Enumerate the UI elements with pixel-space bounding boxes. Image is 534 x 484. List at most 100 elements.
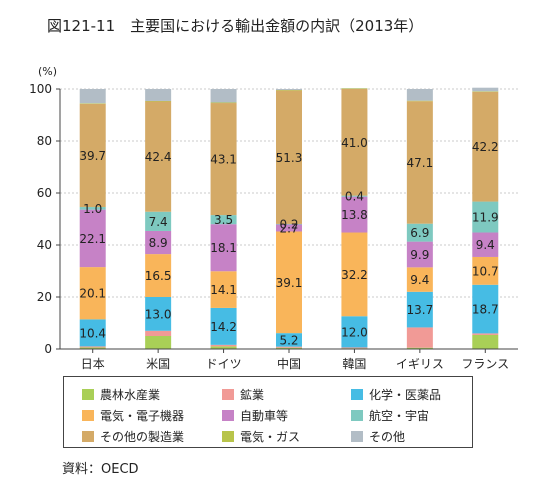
bar-segment-6-5 — [472, 201, 499, 233]
data-label-6-2: 18.7 — [472, 303, 499, 317]
legend-item-1: 鉱業 — [222, 386, 264, 403]
bar-segment-2-1 — [210, 344, 237, 347]
legend-swatch-5 — [351, 410, 363, 421]
bar-segment-5-1 — [406, 327, 433, 348]
bar-segment-1-4 — [145, 230, 172, 255]
bar-segment-3-2 — [276, 333, 302, 347]
data-label-4-4: 13.8 — [341, 208, 368, 222]
bar-segment-4-1 — [341, 347, 368, 349]
bar-segment-0-3 — [79, 267, 106, 320]
legend-item-6: その他の製造業 — [82, 428, 184, 445]
data-label-2-2: 14.2 — [210, 320, 237, 334]
bar-segment-2-4 — [210, 224, 237, 272]
data-label-3-6: 51.3 — [276, 151, 303, 165]
data-label-0-5: 1.0 — [83, 202, 102, 216]
data-label-6-3: 10.7 — [472, 264, 499, 278]
legend-swatch-7 — [222, 431, 234, 442]
data-label-0-3: 20.1 — [79, 287, 106, 301]
bar-segment-5-4 — [406, 241, 433, 268]
legend-label-5: 航空・宇宙 — [369, 409, 430, 423]
y-axis-unit: (%) — [38, 65, 57, 78]
legend-swatch-0 — [82, 389, 94, 400]
bar-segment-2-3 — [210, 271, 237, 308]
bar-segment-4-4 — [341, 196, 368, 233]
legend-swatch-1 — [222, 389, 234, 400]
data-label-3-3: 39.1 — [276, 276, 303, 290]
data-label-4-2: 12.0 — [341, 325, 368, 339]
data-label-0-6: 39.7 — [79, 149, 106, 163]
data-label-3-5: 0.2 — [279, 218, 298, 232]
bar-segment-3-6 — [276, 90, 302, 224]
data-label-6-4: 9.4 — [476, 238, 495, 252]
data-label-4-3: 32.2 — [341, 268, 368, 282]
bar-segment-4-6 — [341, 89, 368, 196]
bar-segment-0-5 — [79, 207, 106, 210]
bar-segment-2-2 — [210, 307, 237, 345]
bar-segment-6-0 — [472, 334, 499, 349]
x-tick-label-4: 韓国 — [342, 357, 366, 371]
bar-segment-6-7 — [472, 91, 499, 92]
bar-segment-5-0 — [406, 347, 433, 349]
bar-segment-0-7 — [79, 103, 106, 104]
bar-segment-1-3 — [145, 254, 172, 297]
x-tick-label-3: 中国 — [277, 356, 301, 371]
data-label-5-2: 13.7 — [406, 303, 433, 317]
bar-segment-0-6 — [79, 103, 106, 208]
data-label-2-5: 3.5 — [214, 213, 233, 227]
bar-segment-1-0 — [145, 336, 172, 349]
bar-segment-1-5 — [145, 211, 172, 231]
legend-swatch-3 — [82, 410, 94, 421]
bar-segment-2-5 — [210, 215, 237, 225]
data-label-6-5: 11.9 — [472, 211, 499, 225]
legend-label-7: 電気・ガス — [240, 430, 301, 444]
bar-segment-3-4 — [276, 224, 302, 232]
legend-label-6: その他の製造業 — [100, 430, 185, 444]
bar-segment-3-7 — [276, 90, 302, 91]
bar-segment-2-8 — [210, 89, 237, 103]
bar-segment-2-0 — [210, 346, 237, 349]
bar-segment-6-4 — [472, 232, 499, 257]
data-label-1-5: 7.4 — [149, 215, 168, 229]
legend-swatch-8 — [351, 431, 363, 442]
x-tick-label-1: 米国 — [146, 357, 170, 371]
legend: 農林水産業 鉱業 化学・医薬品 電気・電子機器 自動車等 航空・宇宙 その他の製造業 電気・ガ… — [63, 376, 473, 448]
bar-segment-3-1 — [276, 346, 302, 348]
y-tick-label-20: 20 — [37, 290, 52, 304]
data-label-0-2: 10.4 — [79, 326, 106, 340]
stacked-bar-chart: 10.4 20.1 22.1 1.0 39.7 13.0 16.5 8.9 7.4 42.4 14.… — [29, 65, 518, 371]
legend-item-2: 化学・医薬品 — [351, 386, 441, 403]
bar-segment-4-2 — [341, 316, 368, 348]
bar-segment-6-8 — [472, 87, 499, 92]
bar-segment-3-3 — [276, 231, 302, 334]
legend-swatch-6 — [82, 431, 94, 442]
bar-segment-3-0 — [276, 347, 302, 349]
data-label-1-2: 13.0 — [145, 307, 172, 321]
data-label-3-2: 5.2 — [279, 333, 298, 347]
legend-item-5: 航空・宇宙 — [351, 407, 429, 424]
data-label-1-4: 8.9 — [149, 236, 168, 250]
data-label-0-4: 22.1 — [79, 232, 106, 246]
legend-label-8: その他 — [369, 430, 406, 444]
bar-segment-1-8 — [145, 89, 172, 101]
bar-segment-0-2 — [79, 319, 106, 347]
legend-label-0: 農林水産業 — [100, 388, 161, 402]
bar-segment-2-6 — [210, 103, 237, 216]
bar-segment-3-8 — [276, 89, 302, 91]
x-tick-label-6: フランス — [461, 357, 509, 371]
legend-swatch-2 — [351, 389, 363, 400]
bar-segment-0-4 — [79, 209, 106, 268]
data-label-1-3: 16.5 — [145, 269, 172, 283]
bar-segment-1-7 — [145, 100, 172, 102]
data-label-5-5: 6.9 — [410, 226, 429, 240]
legend-item-7: 電気・ガス — [222, 428, 300, 445]
x-tick-label-2: ドイツ — [206, 357, 242, 371]
data-label-2-3: 14.1 — [210, 283, 237, 297]
bar-segment-6-3 — [472, 256, 499, 285]
source-note: 資料：OECD — [62, 462, 139, 477]
legend-item-8: その他 — [351, 428, 405, 445]
data-label-5-4: 9.9 — [410, 248, 429, 262]
bar-segment-1-2 — [145, 297, 172, 331]
data-label-6-6: 42.2 — [472, 140, 499, 154]
bar-segment-5-5 — [406, 223, 433, 242]
data-label-5-6: 47.1 — [406, 156, 433, 170]
